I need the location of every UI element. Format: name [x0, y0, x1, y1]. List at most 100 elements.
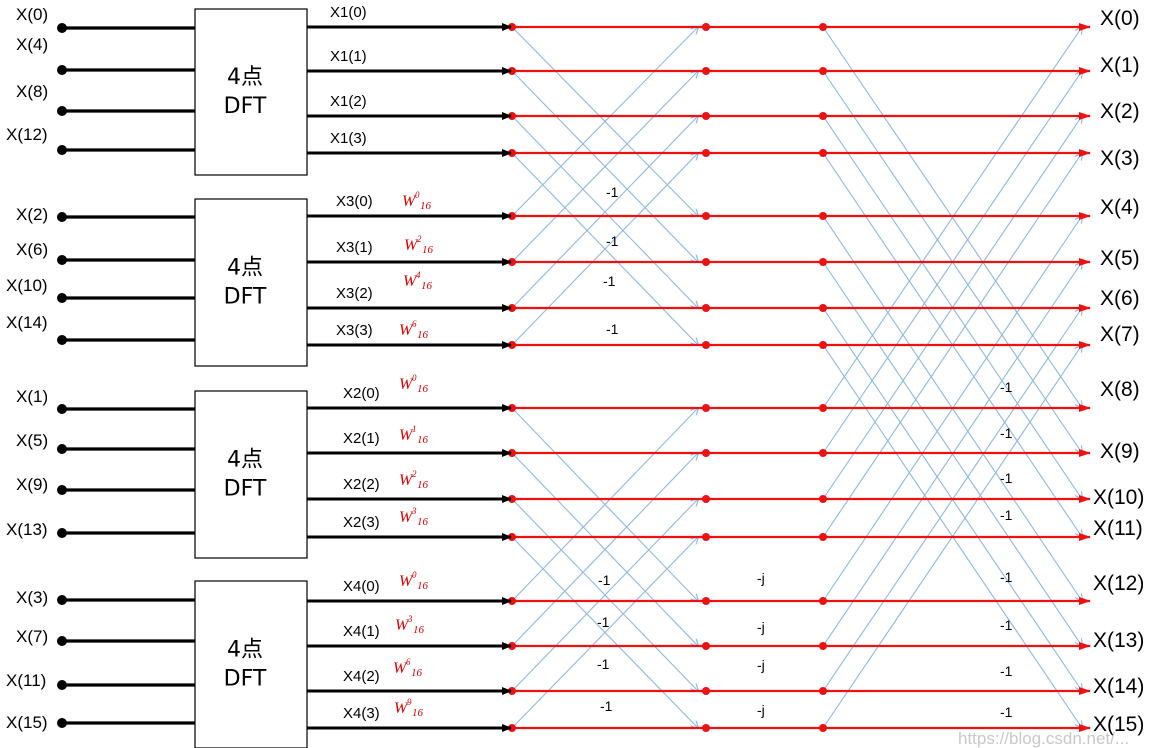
butterfly-node — [819, 533, 827, 541]
butterfly-factor-stage3: -1 — [1000, 470, 1013, 486]
twiddle-base: W — [399, 427, 414, 444]
input-label: X(5) — [16, 431, 48, 450]
butterfly-factor-stage2: -j — [757, 570, 765, 586]
twiddle-base: W — [404, 237, 419, 254]
twiddle-exponent: 6 — [406, 657, 411, 667]
intermediate-label: X1(0) — [330, 4, 367, 21]
butterfly-node — [819, 149, 827, 157]
input-node — [57, 106, 67, 116]
twiddle-factor: W 216 — [399, 469, 429, 491]
intermediate-label: X3(1) — [336, 239, 373, 256]
twiddle-base: W — [399, 322, 414, 339]
input-label: X(2) — [16, 205, 48, 224]
butterfly-cross-line — [511, 453, 698, 647]
dft-block-subtitle: DFT — [224, 285, 267, 310]
twiddle-base: W — [403, 273, 418, 290]
twiddle-subscript: 16 — [417, 434, 429, 446]
twiddle-factor: W 316 — [399, 506, 429, 528]
butterfly-factor-stage2: -j — [757, 702, 765, 718]
butterfly-horizontal-lines — [508, 23, 1091, 732]
butterfly-factor-stage3: -1 — [1000, 704, 1013, 720]
butterfly-factor-stage1: -1 — [606, 233, 619, 249]
twiddle-factor: W 616 — [393, 657, 423, 679]
input-label: X(11) — [6, 671, 46, 690]
input-label: X(7) — [16, 627, 48, 646]
butterfly-factor-stage1: -1 — [603, 273, 616, 289]
twiddle-exponent: 0 — [415, 190, 420, 200]
input-label: X(9) — [16, 475, 48, 494]
butterfly-node — [702, 724, 710, 732]
twiddle-exponent: 3 — [411, 506, 417, 516]
twiddle-exponent: 0 — [412, 570, 417, 580]
dft-blocks: 4点 DFT 4点 DFT 4点 DFT 4点 DFT — [194, 8, 308, 748]
output-label: X(5) — [1100, 247, 1140, 270]
input-node — [57, 293, 67, 303]
twiddle-exponent: 6 — [412, 319, 417, 329]
twiddle-exponent: 9 — [407, 697, 412, 707]
dft-block-subtitle: DFT — [224, 94, 267, 119]
butterfly-cross-line — [511, 116, 698, 309]
intermediate-label: X4(2) — [343, 668, 380, 685]
butterfly-factor-stage3: -1 — [1000, 617, 1013, 633]
watermark-text: https://blog.csdn.net/... — [958, 729, 1129, 748]
output-label: X(13) — [1093, 629, 1144, 652]
butterfly-factor-stage1: -1 — [600, 698, 613, 714]
input-node — [57, 595, 67, 605]
input-node — [57, 335, 67, 345]
twiddle-base: W — [399, 472, 414, 489]
butterfly-node — [702, 449, 710, 457]
input-label: X(14) — [6, 313, 48, 332]
butterfly-node — [702, 67, 710, 75]
twiddle-exponent: 2 — [412, 469, 417, 479]
butterfly-node — [702, 23, 710, 31]
labels: X(0) X(4) X(8) X(12) X(2) X(6) X(10) X(14) X(1) X… — [6, 4, 1144, 748]
butterfly-node — [819, 404, 827, 412]
butterfly-factor-stage1: -1 — [598, 572, 611, 588]
twiddle-base: W — [394, 700, 409, 717]
butterfly-node — [702, 597, 710, 605]
twiddle-base: W — [393, 660, 408, 677]
butterfly-node — [702, 341, 710, 349]
input-label: X(13) — [6, 520, 48, 539]
output-label: X(0) — [1100, 7, 1140, 30]
butterfly-factor-stage3: -1 — [1000, 425, 1013, 441]
twiddle-subscript: 16 — [420, 200, 432, 212]
butterfly-factor-stage1: -1 — [606, 184, 619, 200]
intermediate-lines — [307, 23, 512, 732]
butterfly-factor-stage1: -1 — [597, 614, 610, 630]
dft-block-3: 4点 DFT — [194, 580, 308, 748]
butterfly-node — [819, 642, 827, 650]
output-label: X(15) — [1093, 713, 1144, 736]
intermediate-label: X3(2) — [336, 285, 373, 302]
output-label: X(3) — [1100, 147, 1140, 170]
intermediate-label: X4(3) — [343, 705, 380, 722]
butterfly-cross-line — [511, 153, 698, 346]
butterfly-node — [702, 112, 710, 120]
input-node — [57, 636, 67, 646]
butterfly-node — [702, 258, 710, 266]
input-label: X(0) — [16, 5, 48, 24]
dft-block-1: 4点 DFT — [194, 198, 308, 367]
twiddle-factor: W 016 — [402, 190, 432, 212]
twiddle-subscript: 16 — [417, 383, 429, 395]
output-label: X(7) — [1100, 323, 1140, 346]
output-label: X(6) — [1100, 287, 1140, 310]
twiddle-base: W — [402, 193, 417, 210]
twiddle-subscript: 16 — [412, 707, 424, 719]
intermediate-label: X1(3) — [330, 130, 367, 147]
twiddle-subscript: 16 — [413, 624, 425, 636]
input-label: X(1) — [16, 387, 48, 406]
input-node — [57, 212, 67, 222]
twiddle-subscript: 16 — [417, 516, 429, 528]
input-node — [57, 528, 67, 538]
intermediate-label: X4(1) — [343, 623, 380, 640]
input-node — [57, 485, 67, 495]
twiddle-factor: W 416 — [403, 270, 433, 292]
twiddle-factor: W 016 — [399, 570, 429, 592]
butterfly-node — [819, 112, 827, 120]
butterfly-node — [702, 404, 710, 412]
dft-block-title: 4点 — [227, 256, 263, 281]
butterfly-node — [819, 23, 827, 31]
intermediate-label: X1(2) — [330, 93, 367, 110]
twiddle-base: W — [395, 617, 410, 634]
